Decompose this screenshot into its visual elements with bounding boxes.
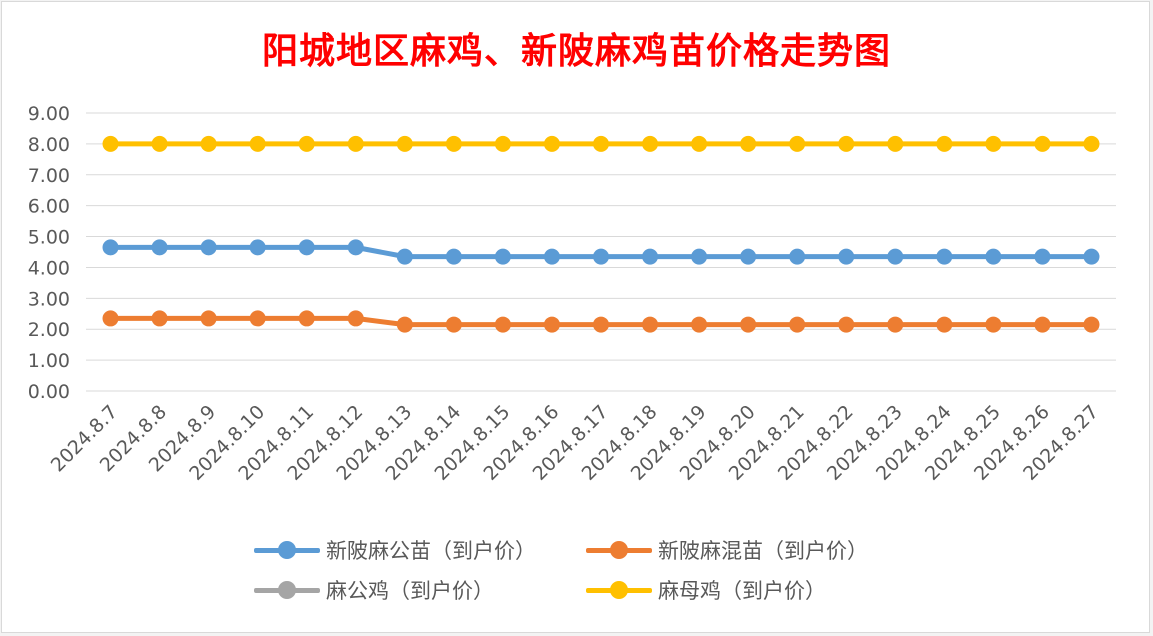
data-point-series-3: [1034, 135, 1051, 152]
data-point-series-3: [1083, 135, 1100, 152]
data-point-series-1: [936, 316, 953, 333]
data-point-series-0: [298, 239, 315, 256]
legend-item-series-2: 麻公鸡（到户价）: [254, 572, 494, 608]
data-point-series-0: [396, 248, 413, 265]
data-point-series-0: [1083, 248, 1100, 265]
y-tick-label: 8.00: [28, 134, 70, 156]
legend-label: 新陂麻公苗（到户价）: [326, 539, 536, 563]
y-tick-label: 5.00: [28, 227, 70, 249]
y-tick-label: 0.00: [28, 381, 70, 403]
data-point-series-3: [298, 135, 315, 152]
data-point-series-3: [543, 135, 560, 152]
data-point-series-0: [789, 248, 806, 265]
data-point-series-3: [642, 135, 659, 152]
data-point-series-3: [200, 135, 217, 152]
legend-item-series-3: 麻母鸡（到户价）: [586, 572, 826, 608]
data-point-series-3: [740, 135, 757, 152]
y-tick-label: 7.00: [28, 165, 70, 187]
data-point-series-3: [691, 135, 708, 152]
data-point-series-1: [102, 310, 119, 327]
data-point-series-1: [789, 316, 806, 333]
data-point-series-3: [494, 135, 511, 152]
legend-swatch: [586, 535, 652, 565]
data-point-series-0: [1034, 248, 1051, 265]
data-point-series-3: [593, 135, 609, 152]
legend-label: 麻公鸡（到户价）: [326, 579, 494, 603]
data-point-series-3: [445, 135, 462, 152]
data-point-series-0: [985, 248, 1002, 265]
legend-label: 麻母鸡（到户价）: [658, 579, 826, 603]
data-point-series-1: [1083, 316, 1100, 333]
data-point-series-3: [887, 135, 904, 152]
legend-label: 新陂麻混苗（到户价）: [658, 539, 868, 563]
chart-title: 阳城地区麻鸡、新陂麻鸡苗价格走势图: [261, 30, 891, 72]
data-point-series-3: [151, 135, 168, 152]
data-point-series-3: [249, 135, 266, 152]
legend-item-series-1: 新陂麻混苗（到户价）: [586, 532, 868, 568]
data-point-series-1: [347, 310, 364, 327]
data-point-series-1: [838, 316, 855, 333]
data-point-series-1: [593, 316, 609, 333]
data-point-series-1: [494, 316, 511, 333]
data-point-series-0: [151, 239, 168, 256]
y-tick-label: 9.00: [28, 103, 70, 125]
data-point-series-1: [1034, 316, 1051, 333]
data-point-series-1: [445, 316, 462, 333]
data-point-series-0: [691, 248, 708, 265]
data-point-series-3: [347, 135, 364, 152]
legend-swatch: [254, 535, 320, 565]
data-point-series-0: [102, 239, 119, 256]
data-point-series-1: [249, 310, 266, 327]
data-point-series-1: [740, 316, 757, 333]
x-axis-ticks: 2024.8.72024.8.82024.8.92024.8.102024.8.…: [47, 401, 1103, 485]
data-point-series-1: [985, 316, 1002, 333]
data-point-series-3: [985, 135, 1002, 152]
data-point-series-3: [838, 135, 855, 152]
legend-swatch: [586, 575, 652, 605]
data-point-series-1: [691, 316, 708, 333]
series-lines: [102, 135, 1100, 333]
data-point-series-1: [200, 310, 217, 327]
data-point-series-3: [396, 135, 413, 152]
data-point-series-0: [494, 248, 511, 265]
data-point-series-0: [887, 248, 904, 265]
data-point-series-1: [396, 316, 413, 333]
y-tick-label: 4.00: [28, 257, 70, 279]
y-tick-label: 2.00: [28, 319, 70, 341]
data-point-series-0: [936, 248, 953, 265]
data-point-series-1: [543, 316, 560, 333]
data-point-series-0: [642, 248, 659, 265]
data-point-series-1: [887, 316, 904, 333]
data-point-series-0: [740, 248, 757, 265]
legend-swatch: [254, 575, 320, 605]
data-point-series-0: [543, 248, 560, 265]
data-point-series-3: [936, 135, 953, 152]
data-point-series-3: [102, 135, 119, 152]
data-point-series-0: [593, 248, 609, 265]
data-point-series-0: [445, 248, 462, 265]
data-point-series-1: [298, 310, 315, 327]
y-axis-ticks: 0.00 1.00 2.00 3.00 4.00 5.00 6.00 7.00 8.00 9.00: [28, 103, 70, 403]
data-point-series-1: [642, 316, 659, 333]
y-tick-label: 1.00: [28, 350, 70, 372]
y-tick-label: 6.00: [28, 196, 70, 218]
data-point-series-0: [200, 239, 217, 256]
data-point-series-3: [789, 135, 806, 152]
y-tick-label: 3.00: [28, 288, 70, 310]
data-point-series-0: [249, 239, 266, 256]
data-point-series-0: [347, 239, 364, 256]
data-point-series-1: [151, 310, 168, 327]
data-point-series-0: [838, 248, 855, 265]
legend-item-series-0: 新陂麻公苗（到户价）: [254, 532, 536, 568]
